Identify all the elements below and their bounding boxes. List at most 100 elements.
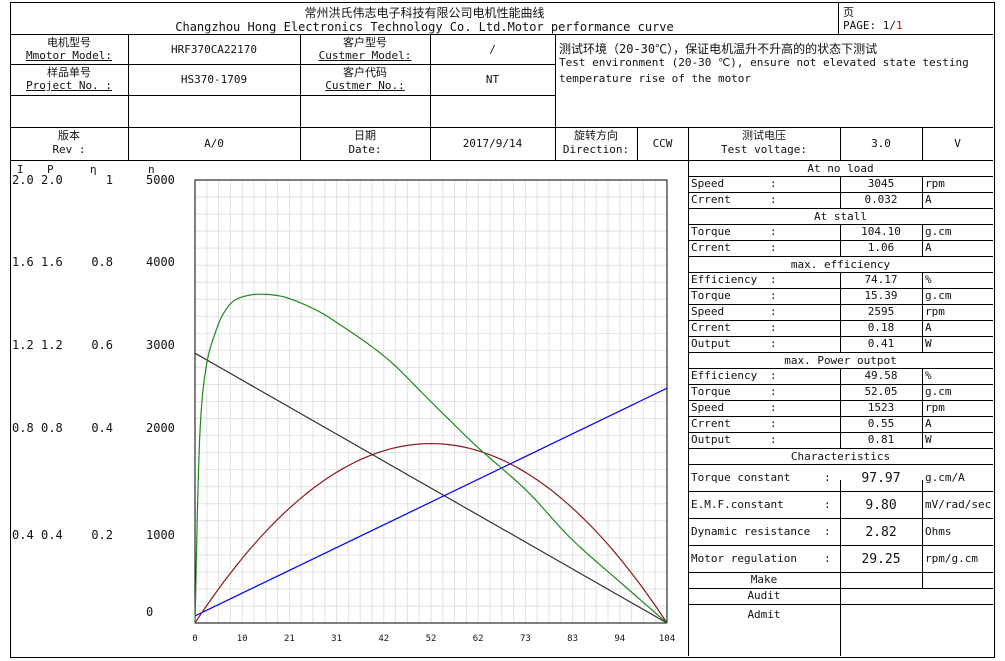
no-load-speed-colon: : <box>770 177 777 190</box>
max-eff-row-colon: : <box>770 289 777 302</box>
x-tick-label: 31 <box>331 634 342 644</box>
x-tick-label: 94 <box>614 634 625 644</box>
max-out-row-label: Torque <box>691 385 731 398</box>
max-out-row-colon: : <box>770 385 777 398</box>
no-load-current-colon: : <box>770 193 777 206</box>
project-value: HS370-1709 <box>180 73 248 86</box>
x-tick-label: 21 <box>284 634 295 644</box>
y-tick-i: 0.8 <box>12 421 34 435</box>
characteristic-value: 9.80 <box>865 498 897 513</box>
title-cn: 常州洪氏伟志电子科技有限公司电机性能曲线 <box>304 6 545 20</box>
voltage-unit: V <box>954 137 961 150</box>
axis-header-i: I <box>17 163 24 176</box>
characteristic-value: 2.82 <box>865 525 897 540</box>
y-tick-eta: 0.8 <box>91 255 113 269</box>
max-eff-row-label: Output <box>691 337 731 350</box>
characteristic-unit: g.cm/A <box>925 471 965 484</box>
no-load-speed-label: Speed <box>691 177 725 190</box>
y-tick-eta: 1 <box>105 173 113 187</box>
cust-model-value: / <box>489 43 496 56</box>
max-out-row-label: Efficiency <box>691 369 758 382</box>
max-eff-row-label: Speed <box>691 305 725 318</box>
max-out-row-unit: rpm <box>925 401 945 414</box>
direction-label: 旋转方向 Direction: <box>562 129 630 156</box>
series-efficiency-line <box>194 293 668 624</box>
no-load-current-unit: A <box>925 193 932 206</box>
motor-model-label: 电机型号 Mmotor Model: <box>25 36 113 62</box>
y-tick-n: 1000 <box>146 528 175 542</box>
test-env-en1: Test environment (20-30 ℃), ensure not e… <box>559 56 969 69</box>
characteristic-colon: : <box>824 498 831 511</box>
max-eff-title: max. efficiency <box>790 258 891 271</box>
max-eff-row-colon: : <box>770 321 777 334</box>
stall-current-label: Crrent <box>691 241 731 254</box>
motor-model-value: HRF370CA22170 <box>170 43 258 56</box>
title-en: Changzhou Hong Electronics Technology Co… <box>175 20 674 34</box>
no-load-current-label: Crrent <box>691 193 731 206</box>
max-eff-row-unit: g.cm <box>925 289 952 302</box>
project-label: 样品单号 Project No. : <box>25 66 113 92</box>
axis-header-n: n <box>148 163 155 176</box>
stall-current-unit: A <box>925 241 932 254</box>
series-output-line <box>194 442 668 624</box>
max-out-row-unit: A <box>925 417 932 430</box>
stall-current-colon: : <box>770 241 777 254</box>
no-load-speed-value: 3045 <box>867 177 895 190</box>
characteristic-colon: : <box>824 471 831 484</box>
stall-title: At stall <box>814 210 867 223</box>
max-out-row-unit: W <box>925 433 932 446</box>
y-tick-i: 2.0 <box>12 173 34 187</box>
characteristic-unit: Ohms <box>925 525 952 538</box>
no-load-current-value: 0.032 <box>864 193 898 206</box>
max-eff-row-label: Crrent <box>691 321 731 334</box>
y-tick-i: 1.2 <box>12 338 34 352</box>
max-out-row-value: 0.81 <box>867 433 895 446</box>
max-eff-row-value: 0.18 <box>867 321 895 334</box>
stall-torque-colon: : <box>770 225 777 238</box>
date-value: 2017/9/14 <box>462 137 523 150</box>
direction-value: CCW <box>652 137 673 150</box>
y-tick-eta: 0.2 <box>91 528 113 542</box>
max-out-row-label: Output <box>691 433 731 446</box>
audit-label: Audit <box>747 589 781 602</box>
y-tick-n: 4000 <box>146 255 175 269</box>
plot-frame <box>194 179 668 624</box>
y-tick-n: 2000 <box>146 421 175 435</box>
stall-torque-unit: g.cm <box>925 225 952 238</box>
x-tick-label: 104 <box>659 634 675 644</box>
x-tick-label: 52 <box>426 634 437 644</box>
y-tick-n: 0 <box>146 605 154 619</box>
characteristic-label: E.M.F.constant <box>691 498 784 511</box>
max-out-row-value: 49.58 <box>864 369 898 382</box>
max-out-row-value: 52.05 <box>864 385 898 398</box>
characteristic-label: Dynamic resistance <box>691 525 811 538</box>
max-out-row-label: Speed <box>691 401 725 414</box>
make-label: Make <box>750 573 778 586</box>
max-eff-row-unit: W <box>925 337 932 350</box>
max-out-row-label: Crrent <box>691 417 731 430</box>
characteristic-value: 97.97 <box>861 471 901 486</box>
stall-torque-label: Torque <box>691 225 731 238</box>
x-tick-label: 73 <box>520 634 531 644</box>
max-eff-row-colon: : <box>770 305 777 318</box>
series-current-line <box>194 387 668 617</box>
max-out-row-unit: g.cm <box>925 385 952 398</box>
y-tick-p: 0.4 <box>41 528 63 542</box>
max-eff-row-colon: : <box>770 337 777 350</box>
max-eff-row-label: Efficiency <box>691 273 758 286</box>
characteristic-label: Motor regulation <box>691 552 797 565</box>
y-tick-i: 0.4 <box>12 528 34 542</box>
x-tick-label: 0 <box>192 634 197 644</box>
voltage-value: 3.0 <box>871 137 891 150</box>
max-eff-row-label: Torque <box>691 289 731 302</box>
max-out-row-colon: : <box>770 401 777 414</box>
sheet-frame <box>10 2 995 658</box>
y-tick-p: 0.8 <box>41 421 63 435</box>
max-eff-row-unit: A <box>925 321 932 334</box>
axis-header-eta: η <box>90 163 97 176</box>
x-tick-label: 83 <box>567 634 578 644</box>
max-eff-row-value: 0.41 <box>867 337 895 350</box>
max-eff-row-value: 74.17 <box>864 273 898 286</box>
max-out-row-value: 1523 <box>867 401 895 414</box>
